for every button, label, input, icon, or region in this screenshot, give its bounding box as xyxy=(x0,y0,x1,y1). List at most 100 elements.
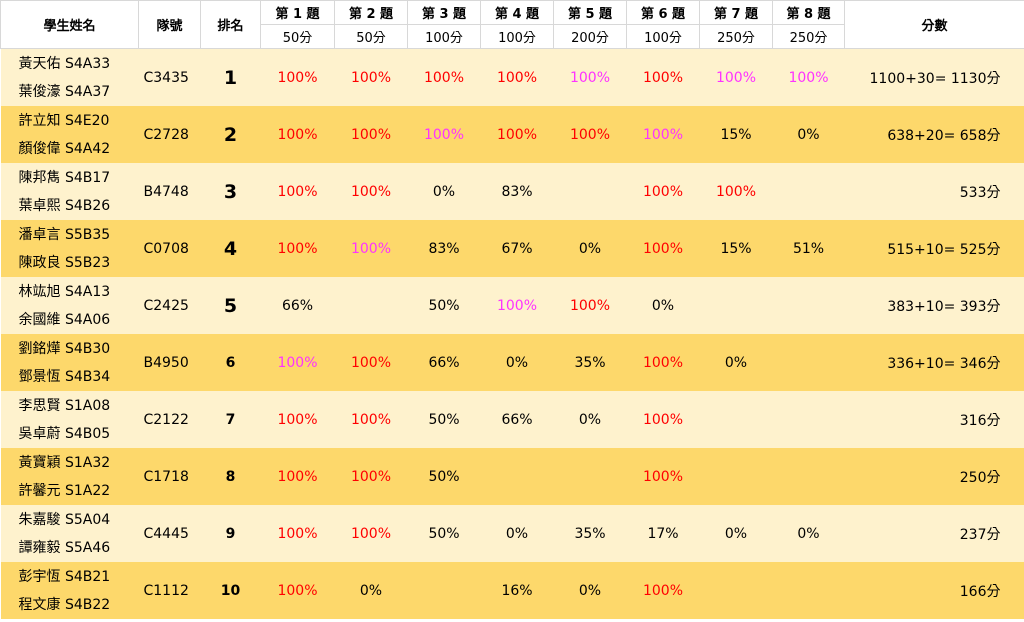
result: 50% xyxy=(428,468,460,485)
result-cell xyxy=(699,277,773,334)
result: 100% xyxy=(642,468,684,485)
result-cell: 0% xyxy=(772,106,845,163)
rank: 2 xyxy=(200,106,261,163)
result: 83% xyxy=(428,240,460,257)
result-cell xyxy=(772,277,845,334)
names-cell: 林竑旭 S4A13 余國維 S4A06 xyxy=(0,277,139,334)
result-cell: 100% xyxy=(553,106,627,163)
result: 100% xyxy=(350,354,392,371)
result: 50% xyxy=(428,411,460,428)
result-cell: 0% xyxy=(553,391,627,448)
result: 0% xyxy=(578,582,602,599)
question-title: 第 8 題 xyxy=(772,0,845,25)
team-row: 黃天佑 S4A33 葉俊濠 S4A37 C3435 1 100% 100% 100% 100%… xyxy=(0,48,1024,106)
team-row: 潘卓言 S5B35 陳政良 S5B23 C0708 4 100% 100% 83% 67% 0%… xyxy=(0,220,1024,277)
result-cell: 50% xyxy=(407,277,481,334)
question-points: 100分 xyxy=(480,24,554,49)
result-cell: 0% xyxy=(699,505,773,562)
question-points: 250分 xyxy=(699,24,773,49)
score: 1100+30= 1130分 xyxy=(844,48,1024,106)
team-id: C1718 xyxy=(138,448,201,505)
team-id: C4445 xyxy=(138,505,201,562)
result-cell: 17% xyxy=(626,505,700,562)
result-cell: 35% xyxy=(553,334,627,391)
team-id: C1112 xyxy=(138,562,201,619)
result-cell: 100% xyxy=(480,106,554,163)
student-name: 葉卓熙 S4B26 xyxy=(18,197,111,214)
result-cell: 50% xyxy=(407,448,481,505)
question-points: 200分 xyxy=(553,24,627,49)
result-cell: 100% xyxy=(480,48,554,106)
result: 100% xyxy=(788,69,829,86)
result-cell: 100% xyxy=(626,562,700,619)
result-cell: 50% xyxy=(407,391,481,448)
rank: 7 xyxy=(200,391,261,448)
result: 100% xyxy=(350,240,392,257)
result-cell: 83% xyxy=(480,163,554,220)
result: 100% xyxy=(569,297,611,314)
result: 100% xyxy=(350,411,392,428)
score: 250分 xyxy=(844,448,1024,505)
result: 100% xyxy=(496,69,538,86)
result: 100% xyxy=(642,183,684,200)
result: 100% xyxy=(642,354,684,371)
question-title: 第 7 題 xyxy=(699,0,773,25)
names-cell: 彭宇恆 S4B21 程文康 S4B22 xyxy=(0,562,139,619)
score: 383+10= 393分 xyxy=(844,277,1024,334)
result: 0% xyxy=(797,525,820,542)
question-title: 第 4 題 xyxy=(480,0,554,25)
header-row: 50分 50分 100分 100分 200分 100分 250分 250分 xyxy=(1,24,1024,49)
student-name: 彭宇恆 S4B21 xyxy=(18,568,111,585)
student-name: 鄧景恆 S4B34 xyxy=(18,368,111,385)
result: 100% xyxy=(423,69,465,86)
result-cell xyxy=(699,391,773,448)
team-row: 林竑旭 S4A13 余國維 S4A06 C2425 5 66% 50% 100% 100% 0%… xyxy=(0,277,1024,334)
names-cell: 李思賢 S1A08 吳卓蔚 S4B05 xyxy=(0,391,139,448)
result: 100% xyxy=(277,354,318,371)
result-cell: 100% xyxy=(626,334,700,391)
result-cell: 100% xyxy=(260,562,335,619)
result-cell: 15% xyxy=(699,106,773,163)
result: 100% xyxy=(350,525,392,542)
result-cell: 100% xyxy=(626,48,700,106)
team-row: 黃寶穎 S1A32 許馨元 S1A22 C1718 8 100% 100% 50% 100% 2… xyxy=(0,448,1024,505)
result: 100% xyxy=(423,126,465,143)
header-name: 學生姓名 xyxy=(0,0,139,49)
result: 0% xyxy=(724,525,748,542)
student-name: 陳政良 S5B23 xyxy=(18,254,111,271)
result-cell xyxy=(334,277,408,334)
result-cell: 0% xyxy=(553,220,627,277)
result-cell: 0% xyxy=(334,562,408,619)
result-cell: 100% xyxy=(334,106,408,163)
rank: 8 xyxy=(200,448,261,505)
header-score: 分數 xyxy=(844,0,1024,49)
student-name: 顏俊偉 S4A42 xyxy=(18,140,111,157)
team-row: 朱嘉駿 S5A04 譚雍毅 S5A46 C4445 9 100% 100% 50% 0% 35%… xyxy=(0,505,1024,562)
team-row: 李思賢 S1A08 吳卓蔚 S4B05 C2122 7 100% 100% 50% 66% 0%… xyxy=(0,391,1024,448)
rank: 5 xyxy=(200,277,261,334)
result-cell: 100% xyxy=(334,448,408,505)
result: 67% xyxy=(501,240,533,257)
names-cell: 陳邦雋 S4B17 葉卓熙 S4B26 xyxy=(0,163,139,220)
score: 638+20= 658分 xyxy=(844,106,1024,163)
result: 50% xyxy=(428,297,460,314)
result: 100% xyxy=(642,582,684,599)
rank: 9 xyxy=(200,505,261,562)
names-cell: 許立知 S4E20 顏俊偉 S4A42 xyxy=(0,106,139,163)
result-cell xyxy=(772,334,845,391)
question-title: 第 1 題 xyxy=(260,0,335,25)
result-cell xyxy=(772,163,845,220)
result: 0% xyxy=(578,240,602,257)
result-cell: 100% xyxy=(260,106,335,163)
result-cell: 100% xyxy=(334,391,408,448)
names-cell: 劉銘燁 S4B30 鄧景恆 S4B34 xyxy=(0,334,139,391)
score: 336+10= 346分 xyxy=(844,334,1024,391)
result-cell: 100% xyxy=(260,220,335,277)
result-cell: 66% xyxy=(260,277,335,334)
result-cell: 100% xyxy=(772,48,845,106)
result: 100% xyxy=(277,69,318,86)
result: 100% xyxy=(277,525,318,542)
